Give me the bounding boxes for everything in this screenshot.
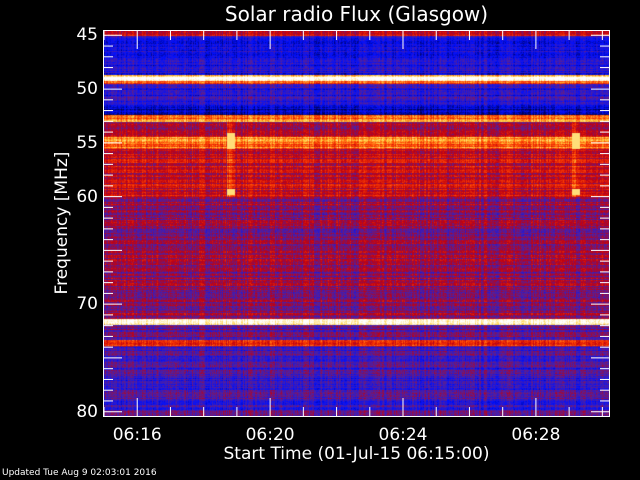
y-tick-label: 60: [76, 186, 98, 207]
spectrogram-heatmap: [104, 31, 609, 416]
y-tick-label: 50: [76, 79, 98, 100]
y-tick-label: 45: [76, 25, 98, 46]
x-tick-label: 06:24: [378, 425, 428, 445]
y-tick-label: 80: [76, 401, 98, 422]
y-tick-label: 55: [76, 132, 98, 153]
y-axis-label: Frequency [MHz]: [52, 151, 72, 295]
updated-timestamp: Updated Tue Aug 9 02:03:01 2016: [2, 468, 157, 478]
y-tick-label: 70: [76, 294, 98, 315]
x-tick-label: 06:20: [245, 425, 295, 445]
chart-title: Solar radio Flux (Glasgow): [224, 2, 489, 26]
x-tick-label: 06:28: [511, 425, 561, 445]
x-axis-label: Start Time (01-Jul-15 06:15:00): [223, 444, 490, 464]
plot-frame: [103, 30, 610, 417]
x-tick-label: 06:16: [112, 425, 162, 445]
